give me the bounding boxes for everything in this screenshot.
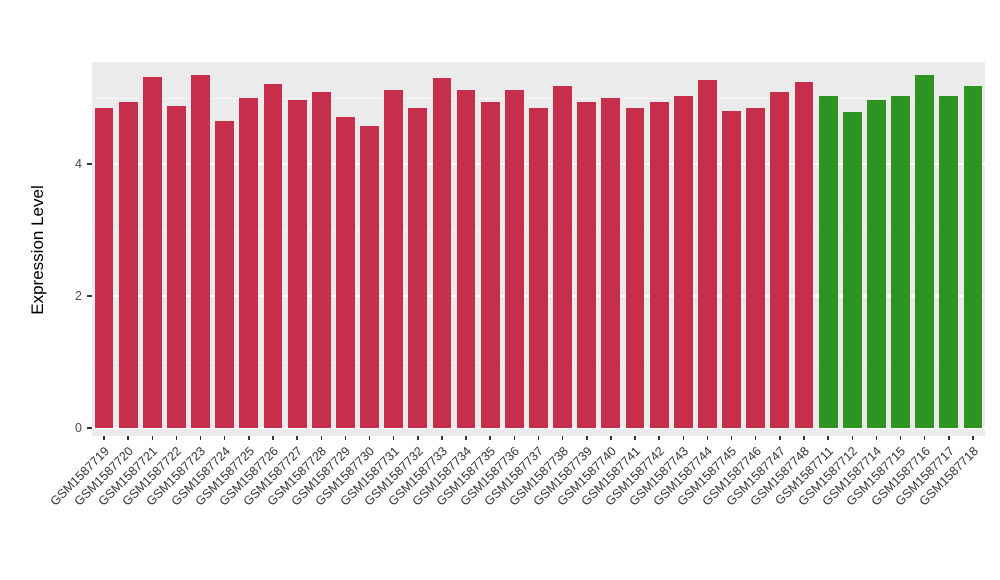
- x-tick-mark: [634, 436, 636, 440]
- bar: [432, 78, 452, 428]
- bar: [649, 101, 669, 428]
- x-tick-mark: [586, 436, 588, 440]
- x-tick-mark: [199, 436, 202, 440]
- x-tick-mark: [803, 436, 805, 440]
- x-tick-mark: [127, 436, 129, 440]
- x-tick-mark: [899, 436, 902, 440]
- bar: [529, 108, 548, 428]
- x-tick-mark: [513, 436, 516, 440]
- plot-panel: [92, 62, 985, 436]
- x-tick-mark: [320, 436, 323, 440]
- bar: [673, 95, 693, 428]
- bar: [360, 125, 379, 428]
- x-tick-mark: [779, 436, 781, 440]
- bar: [167, 105, 186, 428]
- bar: [891, 95, 910, 428]
- bar: [336, 117, 355, 428]
- bar: [818, 96, 838, 428]
- y-tick-mark: [87, 427, 92, 429]
- y-tick-label: 0: [75, 421, 82, 435]
- x-tick-mark: [151, 436, 154, 440]
- x-tick-mark: [489, 436, 491, 440]
- gridline-minor: [92, 97, 985, 99]
- bar: [577, 102, 597, 428]
- x-tick-mark: [103, 436, 105, 440]
- bar: [215, 121, 235, 428]
- x-tick-mark: [561, 436, 564, 440]
- y-axis-title: Expression Level: [28, 185, 47, 315]
- x-tick-mark: [923, 436, 926, 440]
- x-tick-mark: [392, 436, 395, 440]
- bar: [504, 90, 524, 428]
- bar: [94, 108, 114, 428]
- bar: [770, 91, 790, 428]
- x-tick-mark: [441, 436, 443, 440]
- bar: [722, 111, 741, 428]
- bar: [698, 80, 717, 428]
- y-tick-mark: [87, 163, 92, 165]
- x-tick-mark: [465, 436, 467, 440]
- bar: [239, 97, 259, 428]
- x-tick-mark: [658, 436, 660, 440]
- x-tick-mark: [730, 436, 733, 440]
- bar: [263, 84, 283, 428]
- bar: [601, 97, 621, 428]
- x-tick-mark: [682, 436, 685, 440]
- x-tick-mark: [972, 436, 974, 440]
- bar: [746, 107, 766, 428]
- x-tick-mark: [610, 436, 612, 440]
- bar: [311, 92, 331, 428]
- bar: [915, 74, 935, 428]
- bar: [794, 82, 814, 428]
- bar: [118, 102, 138, 428]
- x-tick-mark: [537, 436, 540, 440]
- bar: [456, 89, 476, 428]
- x-tick-mark: [754, 436, 757, 440]
- bar: [866, 99, 886, 428]
- x-tick-mark: [827, 436, 829, 440]
- x-tick-mark: [248, 436, 250, 440]
- bar: [842, 112, 862, 428]
- gridline-major: [92, 427, 985, 429]
- x-tick-mark: [851, 436, 853, 440]
- x-tick-mark: [706, 436, 709, 440]
- x-tick-mark: [296, 436, 298, 440]
- y-tick-mark: [87, 295, 92, 297]
- bar: [963, 85, 983, 428]
- x-tick-mark: [368, 436, 371, 440]
- x-tick-mark: [272, 436, 274, 440]
- x-tick-mark: [875, 436, 878, 440]
- bar: [191, 74, 210, 428]
- bar: [553, 86, 573, 428]
- y-tick-label: 2: [75, 289, 82, 304]
- bar: [939, 96, 959, 428]
- bar: [480, 102, 500, 428]
- x-tick-mark: [417, 436, 419, 440]
- y-tick-label: 4: [75, 157, 82, 172]
- x-tick-mark: [344, 436, 347, 440]
- x-tick-mark: [175, 436, 178, 440]
- x-tick-mark: [948, 436, 950, 440]
- bar: [384, 90, 404, 428]
- bar: [408, 108, 428, 428]
- bar: [287, 100, 307, 428]
- x-tick-mark: [223, 436, 226, 440]
- bar: [625, 107, 645, 428]
- bar: [142, 76, 162, 428]
